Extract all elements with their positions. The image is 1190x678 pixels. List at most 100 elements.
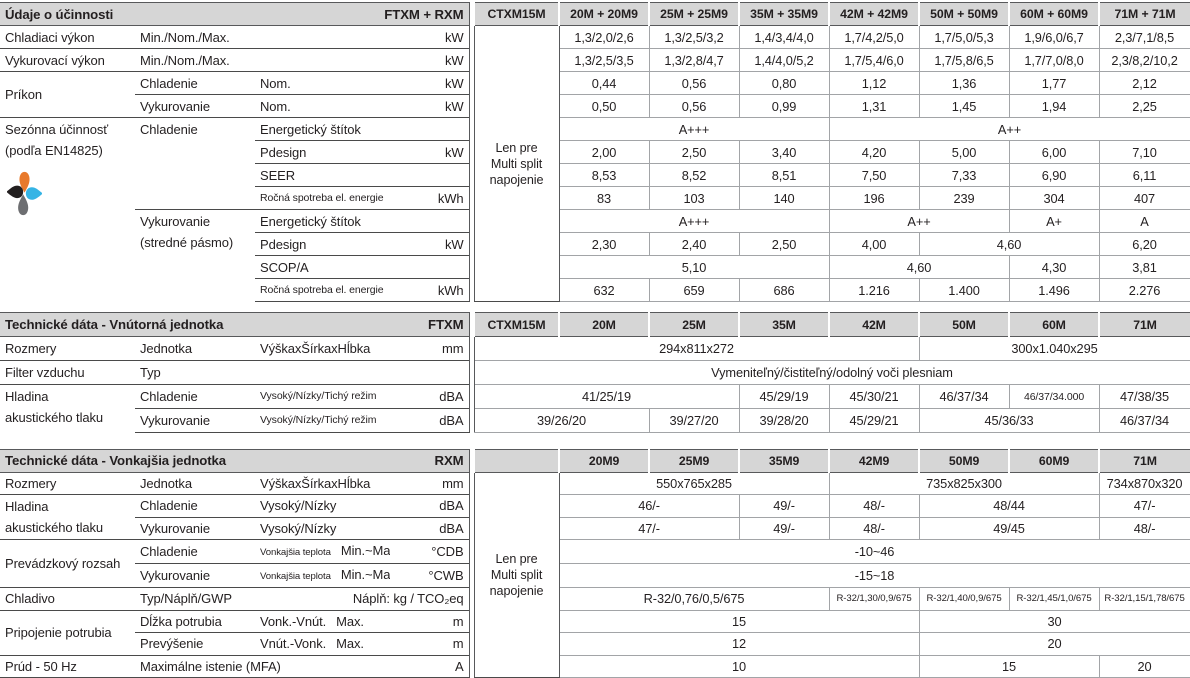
param-label: SEER bbox=[255, 163, 390, 187]
value-cell: 632 bbox=[558, 278, 650, 302]
value-cell: 8,51 bbox=[738, 163, 830, 187]
value-cell: 1.400 bbox=[918, 278, 1010, 302]
value-cell: 140 bbox=[738, 186, 830, 210]
value-cell: 39/27/20 bbox=[648, 408, 740, 433]
param-label: Ročná spotreba el. energie bbox=[255, 278, 390, 302]
column-gap bbox=[469, 25, 475, 302]
unit-label: kW bbox=[390, 25, 470, 49]
model-header: CTXM15M bbox=[473, 312, 560, 337]
value-cell: 12 bbox=[558, 632, 920, 655]
row-label: Chladiaci výkon bbox=[0, 25, 135, 49]
table-row: Ročná spotreba el. energie kWh 632 659 686 1.… bbox=[0, 278, 1190, 302]
value-cell: A++ bbox=[828, 117, 1190, 141]
value-cell: 1,9/6,0/6,7 bbox=[1008, 25, 1100, 49]
label-part: Max. bbox=[336, 613, 364, 629]
value-cell: 30 bbox=[918, 609, 1190, 633]
value-cell: 41/25/19 bbox=[473, 384, 740, 409]
label-part: Vonkajšia teplota bbox=[260, 571, 331, 582]
value-cell: 2,00 bbox=[558, 140, 650, 164]
value-cell: 1,31 bbox=[828, 94, 920, 118]
table-row: Chladivo Typ/Náplň/GWP Náplň: kg / TCO₂eq R… bbox=[0, 587, 1190, 610]
table-outdoor-unit: Technické dáta - Vonkajšia jednotka RXM 20… bbox=[0, 449, 1190, 678]
model-note: Len pre Multi split napojenie bbox=[473, 25, 560, 302]
row-label: Vykurovací výkon bbox=[0, 48, 135, 72]
unit-label: Náplň: kg / TCO₂eq bbox=[255, 587, 470, 610]
value-cell: 735x825x300 bbox=[828, 471, 1100, 495]
value-cell: 3,40 bbox=[738, 140, 830, 164]
value-cell: 46/37/34.000 bbox=[1008, 384, 1100, 409]
value-cell: 6,90 bbox=[1008, 163, 1100, 187]
value-cell: 734x870x320 bbox=[1098, 471, 1190, 495]
value-cell: 47/38/35 bbox=[1098, 384, 1190, 409]
param-label: Nom. bbox=[255, 71, 390, 95]
table-row: Rozmery Jednotka VýškaxŠírkaxHĺbka mm 294x81… bbox=[0, 336, 1190, 433]
value-cell: 45/29/19 bbox=[738, 384, 830, 409]
column-header: 60M9 bbox=[1008, 449, 1100, 473]
row-label: Sezónna účinnosť (podľa EN14825) bbox=[0, 117, 135, 302]
unit-label: dBA bbox=[390, 408, 470, 433]
unit-label bbox=[390, 117, 470, 141]
value-cell: 304 bbox=[1008, 186, 1100, 210]
model-code: FTXM + RXM bbox=[384, 6, 464, 22]
value-cell: 45/36/33 bbox=[918, 408, 1100, 433]
row-label: Hladina akustického tlaku bbox=[0, 384, 135, 433]
value-cell: 2,3/8,2/10,2 bbox=[1098, 48, 1190, 72]
unit-label bbox=[390, 209, 470, 233]
value-cell: 2,40 bbox=[648, 232, 740, 256]
table-row: Príkon Chladenie Nom. kW 0,44 0,56 0,80 1,12 1,3… bbox=[0, 71, 1190, 118]
value-cell: A+++ bbox=[558, 209, 830, 233]
value-cell: 15 bbox=[918, 654, 1100, 678]
unit-label: m bbox=[390, 632, 470, 655]
value-cell: 2.276 bbox=[1098, 278, 1190, 302]
value-cell: 2,50 bbox=[738, 232, 830, 256]
value-cell: 5,00 bbox=[918, 140, 1010, 164]
value-cell: 15 bbox=[558, 609, 920, 633]
value-cell: 294x811x272 bbox=[473, 336, 920, 361]
value-cell: 550x765x285 bbox=[558, 471, 830, 495]
value-cell: 2,50 bbox=[648, 140, 740, 164]
table-row: Vykurovanie Vonkajšia teplota Min.~Max.°CW… bbox=[0, 563, 1190, 588]
value-cell: 20 bbox=[1098, 654, 1190, 678]
table-row: Prevádzkový rozsah Chladenie Vonkajšia tep… bbox=[0, 539, 1190, 588]
label-part: Vonkajšia teplota bbox=[260, 547, 331, 558]
column-header: 71M bbox=[1098, 312, 1190, 337]
value-cell: 83 bbox=[558, 186, 650, 210]
row-label: Príkon bbox=[0, 71, 135, 118]
column-header: 50M bbox=[918, 312, 1010, 337]
sub-label: Vykurovanie bbox=[135, 94, 255, 118]
value-cell: 2,30 bbox=[558, 232, 650, 256]
table-efficiency: Údaje o účinnosti FTXM + RXM CTXM15M 20M + … bbox=[0, 2, 1190, 302]
value-cell: 1,94 bbox=[1008, 94, 1100, 118]
row-label: Prúd - 50 Hz bbox=[0, 654, 135, 678]
value-cell: 4,30 bbox=[1008, 255, 1100, 279]
unit-label: A bbox=[390, 654, 470, 678]
table-row: Pripojenie potrubia Dĺžka potrubia Vonk.-V… bbox=[0, 609, 1190, 655]
sub-label: Maximálne istenie (MFA) bbox=[135, 654, 390, 678]
value-cell: 49/- bbox=[738, 516, 830, 540]
column-header: 25M + 25M9 bbox=[648, 2, 740, 26]
unit-label: °CWB bbox=[390, 563, 470, 588]
sub-label: Typ bbox=[135, 360, 470, 385]
value-cell: 7,10 bbox=[1098, 140, 1190, 164]
value-cell: 1,3/2,8/4,7 bbox=[648, 48, 740, 72]
table-row: Hladina akustického tlaku Chladenie Vysoký/… bbox=[0, 494, 1190, 540]
unit-label bbox=[390, 163, 470, 187]
value-cell: 7,33 bbox=[918, 163, 1010, 187]
value-cell: 20 bbox=[918, 632, 1190, 655]
row-label: Hladina akustického tlaku bbox=[0, 494, 135, 540]
table-title: Technické dáta - Vnútorná jednotka bbox=[5, 317, 224, 332]
table-row: Vykurovanie Vysoký/Nízky/Tichý režim dBA 39… bbox=[0, 408, 1190, 433]
row-label: Rozmery bbox=[0, 471, 135, 495]
value-cell: 45/30/21 bbox=[828, 384, 920, 409]
value-cell: 1,45 bbox=[918, 94, 1010, 118]
value-cell: 48/44 bbox=[918, 494, 1100, 517]
row-label: Chladivo bbox=[0, 587, 135, 610]
value-cell: 1,4/3,4/4,0 bbox=[738, 25, 830, 49]
table-title: Technické dáta - Vonkajšia jednotka bbox=[5, 453, 227, 469]
column-header: Technické dáta - Vnútorná jednotka FTXM bbox=[0, 312, 470, 337]
value-cell: 1,7/5,0/5,3 bbox=[918, 25, 1010, 49]
table-row: Chladiaci výkon Min./Nom./Max. kW Len pre Mu… bbox=[0, 25, 1190, 302]
row-label: Pripojenie potrubia bbox=[0, 609, 135, 655]
table-row: Vykurovanie (stredné pásmo) Energetický št… bbox=[0, 209, 1190, 302]
